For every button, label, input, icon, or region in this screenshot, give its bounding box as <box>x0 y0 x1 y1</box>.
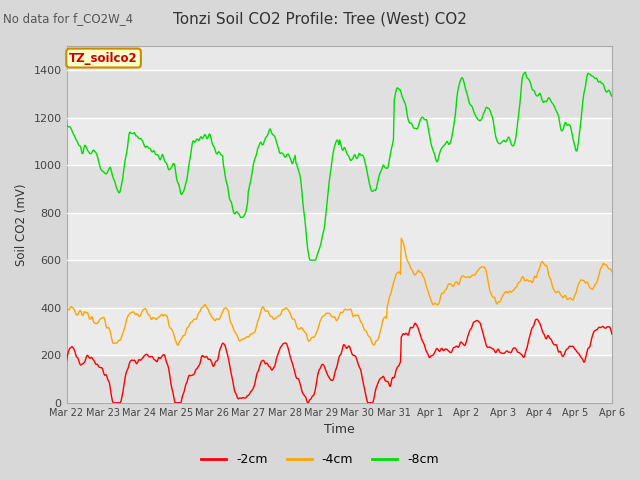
Bar <box>67 213 612 260</box>
Bar <box>67 70 612 118</box>
Text: Tonzi Soil CO2 Profile: Tree (West) CO2: Tonzi Soil CO2 Profile: Tree (West) CO2 <box>173 12 467 27</box>
Bar <box>67 260 612 308</box>
Legend: -2cm, -4cm, -8cm: -2cm, -4cm, -8cm <box>196 448 444 471</box>
Text: TZ_soilco2: TZ_soilco2 <box>69 51 138 64</box>
Bar <box>67 118 612 165</box>
Text: No data for f_CO2W_4: No data for f_CO2W_4 <box>3 12 133 25</box>
Bar <box>67 165 612 213</box>
Y-axis label: Soil CO2 (mV): Soil CO2 (mV) <box>15 183 28 266</box>
Bar <box>67 308 612 355</box>
X-axis label: Time: Time <box>324 423 355 436</box>
Bar <box>67 355 612 403</box>
